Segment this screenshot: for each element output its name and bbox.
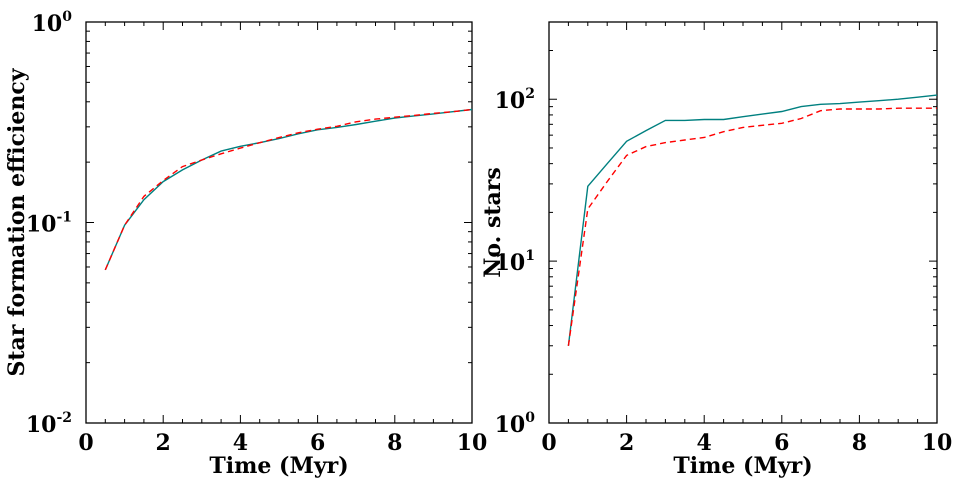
- chart-2: 0 2 4 6 8 10 100 101 102 Time (Myr) No. stars: [480, 21, 953, 479]
- y-axis-label: Star formation efficiency: [4, 67, 30, 376]
- x-tick-label: 10: [457, 430, 488, 456]
- series-line-solid: [104, 108, 473, 271]
- y-tick-label: 102: [495, 86, 535, 114]
- y-tick-label: 101: [495, 248, 535, 276]
- x-tick-label: 6: [774, 430, 789, 456]
- plot-frame: [548, 21, 938, 424]
- x-tick-label: 8: [387, 430, 402, 456]
- plot-frame: [85, 21, 473, 424]
- series-line-dashed: [104, 108, 473, 271]
- y-tick-label: 100: [32, 9, 73, 37]
- x-tick-label: 8: [852, 430, 867, 456]
- y-tick-label: 10-2: [26, 410, 72, 438]
- x-tick-label: 2: [619, 430, 634, 456]
- chart-1: 0 2 4 6 8 10 10-2 10-1 100 Time (Myr) Star formati…: [4, 9, 487, 479]
- y-tick-label: 100: [495, 410, 536, 438]
- x-tick-label: 0: [541, 430, 556, 456]
- x-tick-label: 10: [922, 430, 953, 456]
- x-tick-label: 2: [156, 430, 171, 456]
- series-line-dashed: [567, 107, 937, 346]
- x-tick-label: 0: [78, 430, 93, 456]
- y-tick-label: 10-1: [26, 210, 72, 238]
- x-axis-label: Time (Myr): [209, 453, 348, 479]
- x-tick-label: 6: [310, 430, 325, 456]
- series-line-solid: [567, 94, 938, 346]
- x-tick-label: 4: [697, 430, 712, 456]
- x-tick-label: 4: [233, 430, 248, 456]
- y-axis-label: No. stars: [480, 167, 506, 278]
- x-axis-label: Time (Myr): [673, 453, 812, 479]
